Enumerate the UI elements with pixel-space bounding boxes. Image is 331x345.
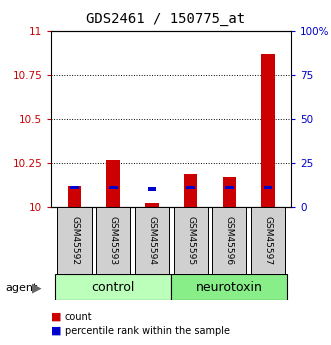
Bar [174, 207, 208, 274]
Text: GSM45596: GSM45596 [225, 216, 234, 265]
Bar [96, 207, 130, 274]
Bar [186, 186, 195, 189]
Bar [55, 274, 171, 300]
Text: ■: ■ [51, 312, 62, 322]
Bar [222, 177, 236, 207]
Text: GSM45597: GSM45597 [263, 216, 272, 265]
Text: count: count [65, 312, 92, 322]
Bar [145, 204, 159, 207]
Bar [70, 186, 79, 189]
Bar [212, 207, 246, 274]
Text: GSM45593: GSM45593 [109, 216, 118, 265]
Bar [251, 207, 285, 274]
Text: GDS2461 / 150775_at: GDS2461 / 150775_at [86, 12, 245, 26]
Bar [107, 160, 120, 207]
Bar [171, 274, 287, 300]
Bar [184, 174, 197, 207]
Text: agent: agent [5, 283, 37, 293]
Text: GSM45594: GSM45594 [147, 216, 157, 265]
Text: GSM45592: GSM45592 [70, 216, 79, 265]
Bar [109, 186, 118, 189]
Text: neurotoxin: neurotoxin [196, 281, 263, 294]
Bar [68, 186, 81, 207]
Text: percentile rank within the sample: percentile rank within the sample [65, 326, 229, 335]
Text: control: control [92, 281, 135, 294]
Bar [58, 207, 92, 274]
Text: ▶: ▶ [32, 282, 42, 295]
Bar [135, 207, 169, 274]
Bar [148, 187, 156, 191]
Bar [261, 54, 275, 207]
Bar [264, 186, 272, 189]
Bar [225, 186, 234, 189]
Text: GSM45595: GSM45595 [186, 216, 195, 265]
Text: ■: ■ [51, 326, 62, 335]
